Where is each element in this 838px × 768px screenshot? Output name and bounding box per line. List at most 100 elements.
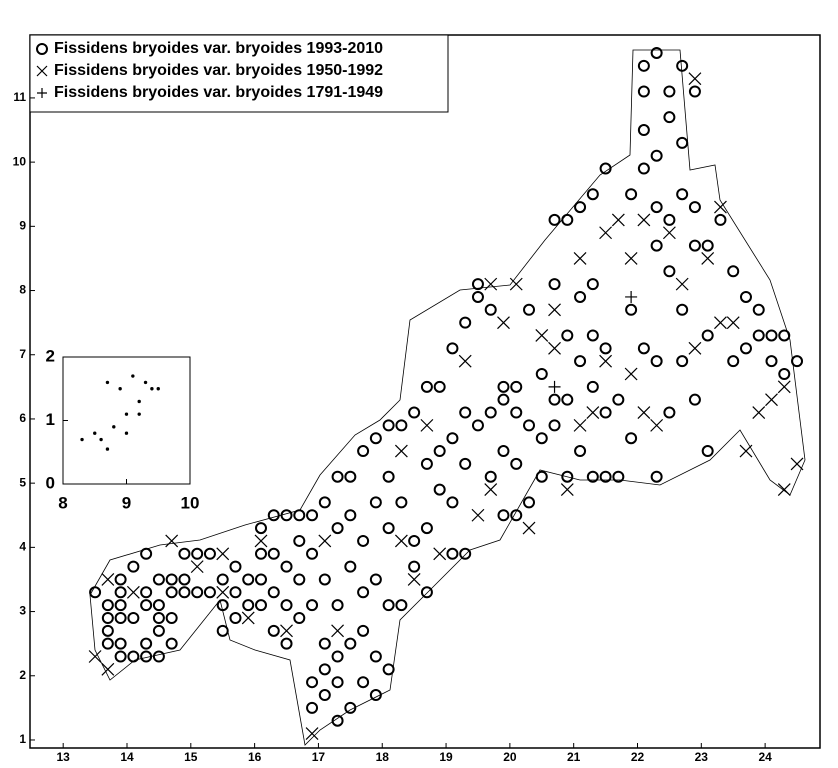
- cross-marker: [548, 303, 561, 317]
- circle-marker: [548, 278, 561, 291]
- cross-marker: [624, 367, 638, 381]
- circle-marker: [408, 560, 421, 573]
- circle-marker: [293, 509, 306, 522]
- circle-marker: [599, 162, 612, 175]
- circle-marker: [140, 599, 153, 612]
- circle-marker: [395, 419, 408, 432]
- legend-box: [29, 34, 449, 113]
- cross-marker: [611, 213, 625, 227]
- cross-marker: [190, 560, 204, 574]
- circle-marker: [191, 547, 204, 560]
- y-tick-label: 9: [19, 219, 26, 233]
- circle-marker: [216, 573, 229, 586]
- circle-marker: [471, 290, 484, 303]
- circle-marker: [127, 650, 140, 663]
- cross-marker: [624, 252, 638, 265]
- circle-marker: [318, 689, 331, 702]
- circle-marker: [446, 342, 459, 355]
- circle-marker: [599, 470, 612, 483]
- circle-marker: [382, 599, 395, 612]
- circle-marker: [203, 547, 216, 560]
- legend-marker: [37, 88, 47, 98]
- dot-marker: [137, 412, 141, 416]
- circle-marker: [382, 663, 395, 676]
- circle-marker: [216, 624, 229, 637]
- circle-marker: [574, 201, 587, 214]
- circle-marker: [510, 406, 523, 419]
- circle-marker: [471, 278, 484, 291]
- cross-marker: [790, 457, 804, 471]
- x-tick-label: 16: [248, 750, 262, 764]
- y-tick-label: 8: [19, 283, 26, 297]
- circle-marker: [267, 547, 280, 560]
- cross-marker: [420, 418, 434, 432]
- circle-marker: [574, 355, 587, 368]
- circle-marker: [574, 445, 587, 458]
- cross-marker: [573, 252, 587, 265]
- circle-marker: [625, 432, 638, 445]
- cross-marker: [484, 483, 498, 496]
- circle-marker: [650, 201, 663, 214]
- circle-marker: [165, 586, 178, 599]
- circle-marker: [242, 599, 255, 612]
- circle-marker: [114, 573, 127, 586]
- circle-marker: [561, 329, 574, 342]
- circle-marker: [599, 342, 612, 355]
- circle-marker: [114, 599, 127, 612]
- circle-marker: [446, 547, 459, 560]
- y-tick-label: 5: [19, 475, 26, 489]
- dot-marker: [99, 437, 103, 442]
- cross-marker: [688, 72, 702, 86]
- circle-marker: [637, 59, 650, 72]
- plus-marker: [625, 290, 638, 303]
- circle-marker: [369, 650, 382, 663]
- circle-marker: [357, 676, 370, 689]
- circle-marker: [739, 290, 752, 303]
- circle-marker: [561, 213, 574, 226]
- circle-marker: [165, 637, 178, 650]
- circle-marker: [369, 689, 382, 702]
- x-tick-label: 23: [695, 750, 709, 764]
- circle-marker: [663, 265, 676, 278]
- circle-marker: [676, 59, 689, 72]
- circle-marker: [561, 470, 574, 483]
- circle-marker: [331, 599, 344, 612]
- circle-marker: [165, 573, 178, 586]
- circle-marker: [523, 303, 536, 316]
- circle-marker: [433, 445, 446, 458]
- coastline: [89, 49, 806, 746]
- cross-marker: [509, 277, 523, 291]
- circle-marker: [510, 380, 523, 393]
- circle-marker: [293, 534, 306, 547]
- circle-marker: [752, 303, 765, 316]
- cross-marker: [650, 418, 664, 432]
- circle-marker: [688, 201, 701, 214]
- circle-marker: [255, 547, 268, 560]
- circle-marker: [433, 483, 446, 496]
- circle-marker: [650, 355, 663, 368]
- circle-marker: [586, 278, 599, 291]
- y-tick-label: 2: [46, 346, 55, 365]
- x-tick-label: 22: [631, 750, 645, 764]
- circle-marker: [420, 522, 433, 535]
- circle-marker: [459, 316, 472, 329]
- x-tick-label: 20: [503, 750, 517, 764]
- circle-marker: [331, 470, 344, 483]
- circle-marker: [140, 586, 153, 599]
- circle-marker: [599, 406, 612, 419]
- x-tick-label: 24: [758, 750, 772, 764]
- cross-marker: [101, 573, 115, 586]
- circle-marker: [701, 329, 714, 342]
- circle-marker: [548, 213, 561, 226]
- cross-marker: [407, 573, 421, 586]
- cross-marker: [548, 341, 561, 355]
- dot-marker: [143, 380, 148, 385]
- circle-marker: [446, 496, 459, 509]
- circle-marker: [331, 522, 344, 535]
- circle-marker: [229, 560, 242, 573]
- cross-marker: [662, 226, 676, 240]
- cross-marker: [165, 534, 179, 548]
- circle-marker: [408, 406, 421, 419]
- circle-marker: [701, 239, 714, 252]
- circle-marker: [586, 188, 599, 201]
